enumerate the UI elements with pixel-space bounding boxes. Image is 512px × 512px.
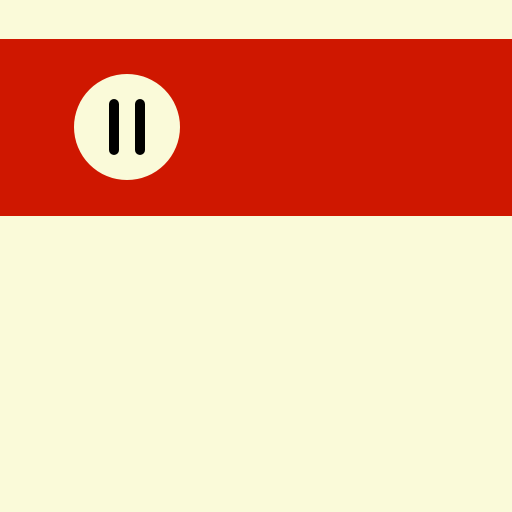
pause-button[interactable] <box>74 74 180 180</box>
content-area <box>0 216 512 512</box>
pause-icon <box>107 99 147 155</box>
